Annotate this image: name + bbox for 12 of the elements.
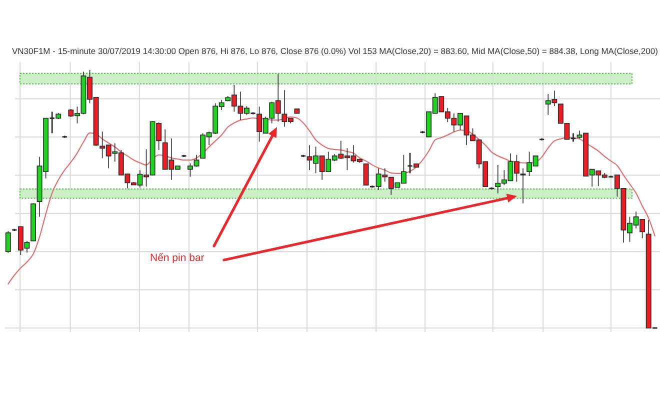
candlestick [363,164,369,186]
candlestick [62,135,68,139]
candlestick [30,202,36,242]
candlestick [488,186,495,190]
chart-title: VN30F1M - 15-minute 30/07/2019 14:30:00 Open 876, Hi 876, Lo 876, Close 876 (0.0%) Vol 153 MA(Close,20) = 883.60, Mid MA(Close,50) = 884.38, Long MA(Close,200) [12,46,658,56]
candlestick [520,168,526,204]
candlestick [294,108,300,114]
annotation: Nến pin bar [150,252,205,264]
candlestick [180,154,187,158]
candlestick [5,230,11,254]
candlestick [538,138,545,142]
candlestick [300,154,306,158]
